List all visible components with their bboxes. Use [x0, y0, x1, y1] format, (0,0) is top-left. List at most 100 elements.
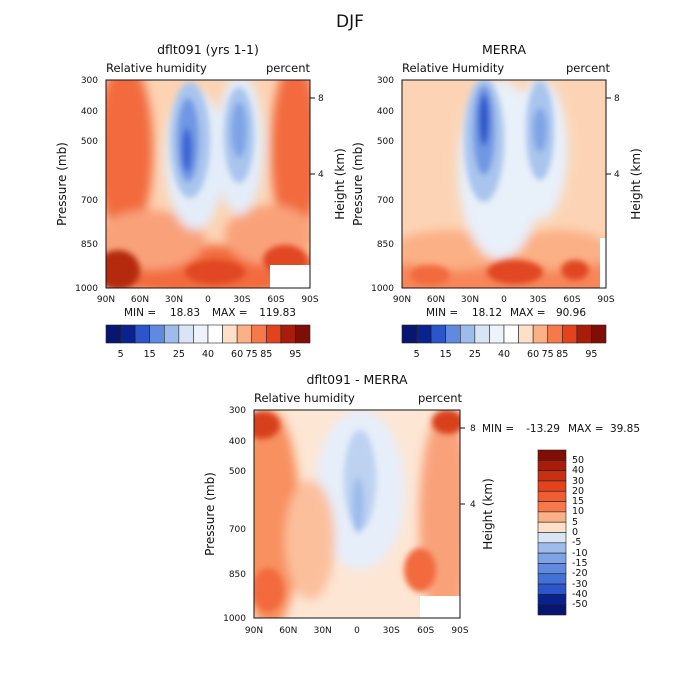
plot-frame: [401, 79, 607, 289]
x-tick-label: 90N: [97, 295, 115, 305]
colorbar-swatch: [489, 324, 505, 344]
y-axis-label: Pressure (mb): [55, 142, 69, 226]
min-label: MIN =: [426, 307, 458, 319]
colorbar-label: 10: [572, 506, 584, 517]
contour-field: [254, 410, 460, 618]
y-tick-label: 500: [229, 467, 246, 477]
x-tick-label: 60N: [427, 295, 445, 305]
x-tick-label: 90S: [301, 295, 318, 305]
colorbar-label: 15: [440, 349, 452, 360]
colorbar-swatch: [537, 470, 567, 482]
y-tick-label: 700: [377, 196, 394, 206]
colorbar-label: 30: [572, 476, 584, 487]
y-tick-label: 700: [229, 525, 246, 535]
y-tick-label: 1000: [75, 284, 98, 294]
colorbar-label: -20: [572, 568, 588, 579]
y-axis-label: Pressure (mb): [203, 472, 217, 556]
y2-tick-label: 4: [470, 500, 476, 510]
colorbar-label: -5: [572, 537, 581, 548]
x-tick-label: 30S: [383, 626, 400, 636]
y-axis-label: Pressure (mb): [351, 142, 365, 226]
x-tick-label: 0: [501, 295, 507, 305]
colorbar-swatches: [401, 324, 607, 344]
y-tick-label: 700: [81, 196, 98, 206]
x-tick-label: 90N: [393, 295, 411, 305]
units-label: percent: [266, 61, 311, 75]
variable-label: Relative humidity: [254, 391, 355, 405]
colorbar-swatch: [459, 324, 476, 344]
contour-field: [106, 80, 310, 288]
colorbar-swatch: [532, 324, 549, 344]
y-tick-label: 300: [229, 406, 246, 416]
y-tick-label: 1000: [223, 614, 246, 624]
colorbar-swatch: [445, 324, 461, 344]
colorbar-swatch: [537, 449, 567, 461]
y-tick-label: 500: [81, 137, 98, 147]
colorbar-swatch: [222, 324, 238, 344]
colorbar-label: 60: [231, 349, 243, 360]
y2-tick-label: 4: [614, 170, 620, 180]
variable-label: Relative humidity: [106, 61, 207, 75]
panel-merra: MERRA Relative Humidity percent: [351, 42, 643, 360]
colorbar-swatch: [193, 324, 209, 344]
figure-title: DJF: [336, 12, 364, 32]
colorbar-label: 75: [542, 349, 554, 360]
variable-label: Relative Humidity: [402, 61, 504, 75]
colorbar-label: 25: [469, 349, 481, 360]
panel-difference: dflt091 - MERRA Relative humidity percen…: [203, 372, 640, 636]
colorbar-swatch: [537, 563, 567, 575]
colorbar-label: 20: [572, 486, 584, 497]
colorbar-label: 85: [260, 349, 272, 360]
y2-axis-label: Height (km): [481, 478, 495, 549]
colorbar-label: 15: [572, 496, 584, 507]
colorbar-swatches: [105, 324, 311, 344]
y-axis: 300 400 500 700 850 1000 Pressure (mb): [203, 406, 246, 624]
colorbar-swatch: [537, 552, 567, 564]
plot-frame: [105, 79, 311, 289]
colorbar-label: 40: [498, 349, 510, 360]
colorbar-swatch: [207, 324, 223, 344]
colorbar-label: 15: [144, 349, 156, 360]
colorbar-label: 85: [556, 349, 568, 360]
colorbar-swatch: [416, 324, 432, 344]
panel-title: dflt091 - MERRA: [306, 372, 408, 387]
colorbar-swatch: [537, 604, 567, 616]
units-label: percent: [418, 391, 463, 405]
colorbar-swatch: [537, 460, 567, 471]
colorbar-swatch: [537, 511, 567, 523]
y-tick-label: 400: [377, 107, 394, 117]
contour-field: [402, 80, 606, 288]
y2-axis: 8 4 Height (km): [460, 424, 495, 550]
colorbar-label: 95: [289, 349, 301, 360]
x-tick-label: 60S: [417, 626, 434, 636]
x-tick-label: 30S: [529, 295, 546, 305]
colorbar-label: 40: [202, 349, 214, 360]
colorbar-swatch: [265, 324, 282, 344]
colorbar-swatch: [236, 324, 253, 344]
colorbar-swatch: [547, 324, 563, 344]
colorbar-swatches: [537, 449, 567, 616]
colorbar-label: 40: [572, 465, 584, 476]
y-axis: 300 400 500 700 850 1000 Pressure (mb): [351, 76, 394, 294]
min-value: -13.29: [526, 423, 560, 435]
min-value: 18.12: [472, 307, 502, 319]
x-axis: 90N 60N 30N 0 30S 60S 90S: [393, 295, 615, 305]
panel-title: MERRA: [482, 42, 527, 57]
colorbar-swatch: [503, 324, 519, 344]
colorbar-swatch: [537, 532, 567, 544]
x-tick-label: 30N: [461, 295, 479, 305]
x-tick-label: 90S: [597, 295, 614, 305]
x-tick-label: 0: [205, 295, 211, 305]
plot-frame: [253, 409, 461, 619]
colorbar-swatch: [537, 501, 567, 513]
x-axis: 90N 60N 30N 0 30S 60S 90S: [97, 295, 319, 305]
x-tick-label: 90N: [245, 626, 263, 636]
colorbar-label: -30: [572, 579, 588, 590]
colorbar-swatch: [280, 324, 296, 344]
max-value: 90.96: [556, 307, 586, 319]
colorbar-swatch: [537, 480, 567, 492]
max-value: 39.85: [610, 423, 640, 435]
colorbar-swatch: [105, 324, 121, 344]
colorbar-swatch: [576, 324, 592, 344]
